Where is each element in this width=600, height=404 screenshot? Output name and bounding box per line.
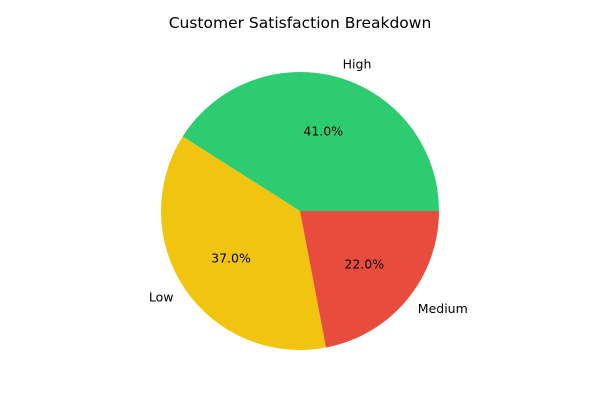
pie-slice-low: [160, 136, 327, 351]
pct-label-high: 41.0%: [303, 123, 343, 138]
slice-label-medium: Medium: [418, 301, 468, 316]
pie-slice-high: [182, 72, 439, 212]
pie-slice-medium: [300, 211, 439, 348]
pie-labels: 41.0% High 37.0% Low 22.0% Medium: [149, 57, 468, 316]
pie-slices: [160, 72, 439, 351]
pct-label-low: 37.0%: [211, 250, 251, 265]
slice-label-high: High: [343, 57, 372, 72]
slice-label-low: Low: [149, 289, 174, 304]
chart-title: Customer Satisfaction Breakdown: [169, 14, 432, 32]
pct-label-medium: 22.0%: [344, 257, 384, 272]
